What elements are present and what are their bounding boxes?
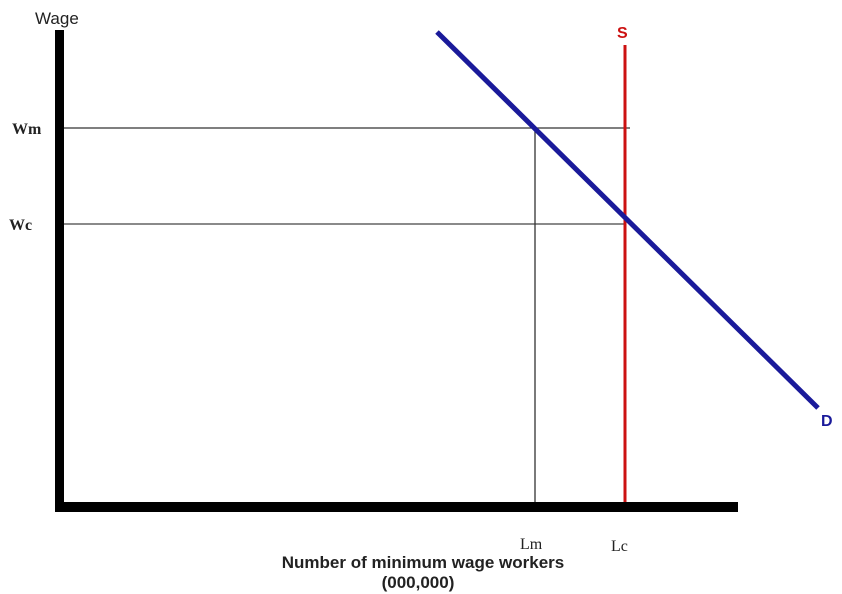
x-axis-label-line1: Number of minimum wage workers (282, 553, 564, 572)
wm-label: Wm (12, 121, 42, 138)
supply-label: S (617, 25, 628, 42)
y-axis (55, 30, 64, 512)
lm-label: Lm (520, 536, 543, 553)
wc-label: Wc (9, 217, 32, 234)
x-axis (55, 502, 738, 512)
demand-label: D (821, 413, 833, 430)
lc-label: Lc (611, 538, 628, 555)
x-axis-label-line2: (000,000) (382, 573, 455, 592)
y-axis-label: Wage (35, 9, 79, 28)
demand-curve (435, 30, 820, 410)
